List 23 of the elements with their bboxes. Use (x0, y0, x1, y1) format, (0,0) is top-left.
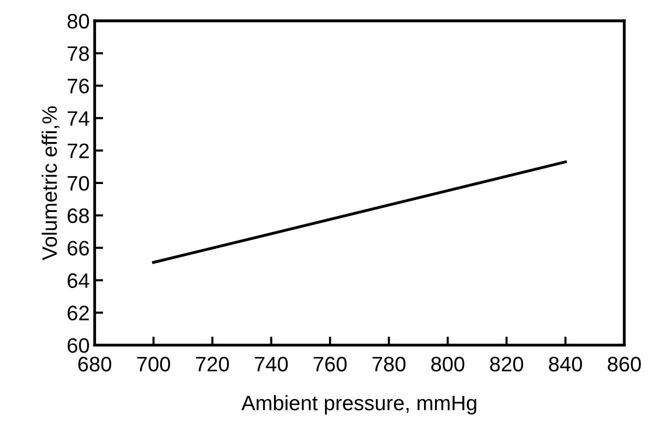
x-tick-label: 800 (431, 356, 464, 372)
x-tick-label: 680 (78, 356, 112, 372)
x-tick-label: 860 (608, 356, 641, 372)
x-tick-label: 820 (490, 356, 524, 372)
x-tick-label: 840 (548, 356, 582, 372)
y-tick-label: 62 (68, 306, 89, 320)
y-axis-title: Volumetric effi,% (42, 106, 60, 260)
x-tick-label: 720 (196, 356, 229, 372)
x-tick-label: 700 (137, 356, 170, 372)
y-tick-label: 72 (68, 144, 89, 158)
y-tick-label: 68 (68, 208, 89, 224)
y-tick-label: 78 (68, 46, 89, 62)
y-tick-label: 60 (68, 338, 89, 353)
y-tick-label: 70 (68, 176, 89, 191)
y-tick-label: 74 (68, 111, 90, 126)
y-tick-label: 66 (68, 240, 89, 256)
y-tick-label: 76 (68, 78, 89, 94)
x-tick-label: 760 (314, 356, 347, 372)
y-tick-label: 80 (68, 14, 89, 29)
x-tick-label: 740 (254, 356, 288, 372)
x-tick-label: 780 (372, 356, 406, 372)
x-axis-title: Ambient pressure, mmHg (241, 395, 476, 414)
y-tick-label: 64 (68, 273, 90, 288)
